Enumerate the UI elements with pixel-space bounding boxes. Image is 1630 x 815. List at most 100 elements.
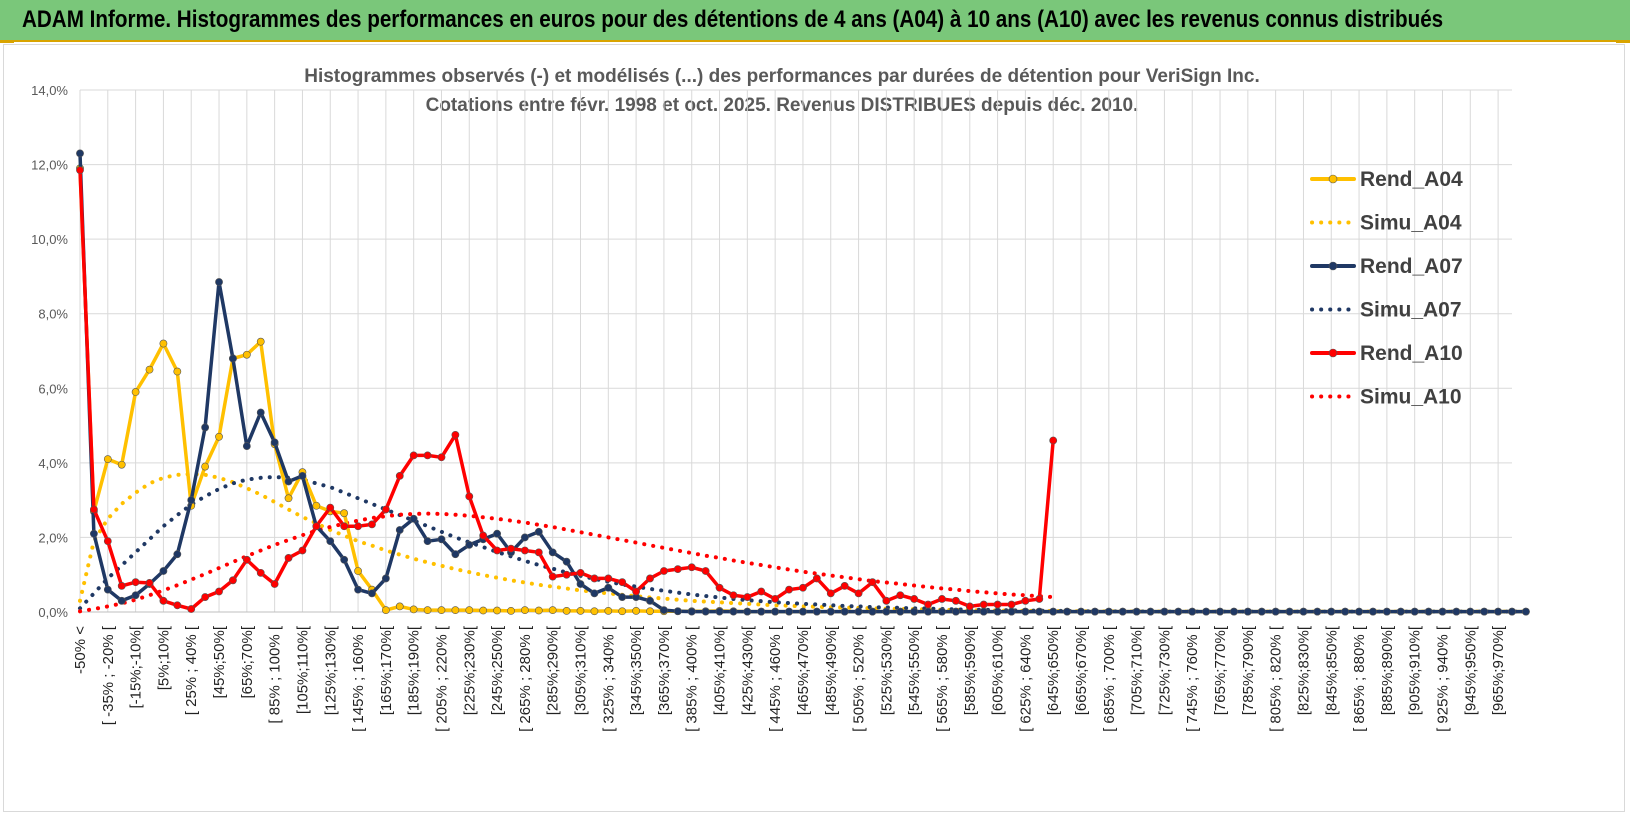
data-point-rend-a10 (743, 593, 752, 601)
data-point-rend-a07 (1091, 607, 1099, 616)
x-tick-label: [245%;250%[ (489, 625, 506, 715)
x-tick-label: [845%;850%[ (1323, 625, 1340, 715)
data-point-rend-a10 (298, 546, 307, 555)
x-axis: -50% < [ -35% ; -20% [[-15%;-10%[[5%;10%[… (72, 611, 1512, 732)
data-point-rend-a10 (284, 554, 293, 562)
data-point-rend-a04 (534, 606, 543, 615)
data-point-rend-a04 (312, 501, 321, 510)
legend-marker (1328, 261, 1338, 271)
data-point-rend-a04 (618, 607, 627, 616)
y-tick-label: 12,0% (31, 158, 68, 173)
data-point-rend-a10 (646, 574, 654, 583)
data-point-rend-a07 (771, 607, 780, 616)
data-point-rend-a07 (1369, 607, 1377, 616)
data-point-rend-a10 (896, 591, 905, 600)
data-point-rend-a07 (757, 607, 766, 616)
x-tick-label: [ 685% ; 700% [ (1101, 625, 1118, 732)
data-point-rend-a10 (993, 600, 1002, 609)
x-tick-label: [ -35% ; -20% [ (100, 625, 117, 725)
y-tick-label: 6,0% (38, 381, 68, 396)
data-point-rend-a04 (590, 607, 599, 616)
data-point-rend-a07 (548, 548, 557, 557)
data-point-rend-a10 (938, 595, 946, 603)
data-point-rend-a07 (409, 514, 418, 523)
data-point-rend-a07 (381, 574, 390, 583)
data-point-rend-a07 (785, 607, 793, 616)
data-point-rend-a10 (979, 600, 988, 609)
data-point-rend-a10 (381, 505, 390, 514)
data-point-rend-a07 (687, 607, 696, 616)
x-tick-label: [545%;550%[ (906, 625, 923, 715)
data-point-rend-a10 (520, 546, 529, 555)
data-point-rend-a04 (173, 367, 182, 376)
data-point-rend-a07 (1438, 607, 1447, 616)
data-point-rend-a07 (1104, 607, 1113, 616)
data-point-rend-a07 (298, 472, 307, 480)
data-point-rend-a10 (868, 578, 877, 587)
data-point-rend-a10 (576, 568, 585, 577)
data-point-rend-a07 (229, 354, 237, 363)
data-point-rend-a07 (1452, 607, 1461, 616)
y-tick-label: 14,0% (31, 83, 68, 98)
data-point-rend-a10 (256, 568, 265, 577)
data-point-rend-a10 (326, 503, 335, 512)
data-point-rend-a10 (854, 589, 863, 598)
data-point-rend-a07 (854, 607, 863, 616)
data-point-rend-a07 (882, 607, 891, 616)
data-point-rend-a10 (201, 593, 210, 601)
data-point-rend-a10 (660, 567, 668, 575)
x-tick-label: [ 805% ; 820% [ (1268, 625, 1285, 732)
data-point-rend-a04 (117, 460, 126, 469)
data-point-rend-a10 (618, 578, 627, 587)
data-point-rend-a04 (103, 455, 112, 464)
data-point-rend-a10 (910, 595, 919, 603)
legend: Rend_A04 Simu_A04 Rend_A07 Simu_A07 Rend_A10… (1310, 168, 1463, 409)
legend-label: Simu_A10 (1360, 386, 1462, 409)
data-point-rend-a10 (242, 555, 251, 564)
data-point-rend-a07 (646, 596, 654, 605)
data-point-rend-a10 (534, 548, 543, 557)
data-point-rend-a07 (256, 408, 265, 417)
data-point-rend-a07 (90, 529, 98, 538)
data-point-rend-a07 (924, 607, 932, 616)
data-point-rend-a07 (1118, 607, 1127, 616)
data-point-rend-a07 (131, 591, 140, 600)
legend-marker (1328, 348, 1338, 358)
x-tick-label: [125%;130%[ (322, 625, 339, 715)
data-point-rend-a10 (215, 587, 223, 596)
y-tick-label: 10,0% (31, 232, 68, 247)
data-point-rend-a07 (938, 607, 946, 616)
data-point-rend-a07 (743, 607, 752, 616)
x-tick-label: [725%;730%[ (1156, 625, 1173, 715)
legend-label: Rend_A10 (1360, 342, 1463, 365)
data-point-rend-a04 (201, 462, 210, 471)
data-point-rend-a10 (785, 585, 793, 594)
data-point-rend-a10 (687, 563, 696, 572)
data-point-rend-a07 (270, 438, 279, 447)
data-point-rend-a10 (1049, 436, 1058, 445)
data-point-rend-a07 (201, 423, 210, 432)
data-point-rend-a10 (840, 582, 849, 590)
x-tick-label: [165%;170%[ (378, 625, 395, 715)
banner-accent-right (1616, 40, 1630, 43)
data-point-rend-a07 (979, 607, 988, 616)
data-point-rend-a07 (451, 550, 460, 559)
data-point-rend-a10 (729, 591, 738, 600)
x-tick-label: [425%;430%[ (739, 625, 756, 715)
x-tick-label: [305%;310%[ (573, 625, 590, 715)
title-banner: ADAM Informe. Histogrammes des performan… (0, 0, 1630, 42)
data-point-rend-a07 (1382, 607, 1391, 616)
data-point-rend-a07 (1313, 607, 1322, 616)
data-point-rend-a07 (1160, 607, 1169, 616)
legend-label: Simu_A07 (1360, 299, 1462, 322)
data-point-rend-a07 (1132, 607, 1141, 616)
data-point-rend-a10 (187, 605, 196, 613)
data-point-rend-a04 (354, 567, 362, 575)
x-tick-label: [5%;10%[ (155, 625, 172, 690)
x-tick-label: [-15%;-10%[ (128, 625, 145, 708)
data-point-rend-a10 (354, 522, 362, 531)
data-point-rend-a07 (423, 537, 432, 546)
data-point-rend-a04 (131, 388, 140, 396)
data-point-rend-a10 (590, 574, 599, 583)
data-point-rend-a10 (90, 505, 98, 514)
